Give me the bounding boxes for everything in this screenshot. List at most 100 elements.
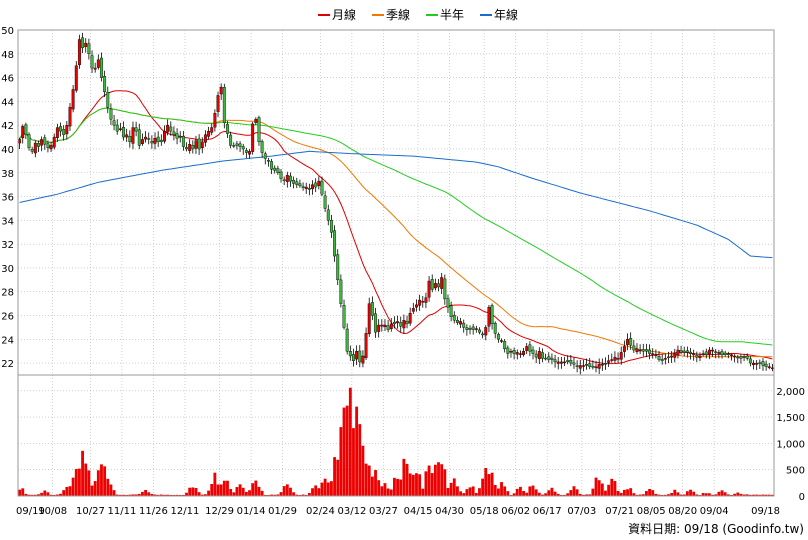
candle-body xyxy=(641,349,645,352)
volume-bar xyxy=(711,494,714,496)
candle-body xyxy=(178,136,182,138)
candle-body xyxy=(742,356,746,358)
candle-body xyxy=(200,141,204,148)
x-tick-label: 12/11 xyxy=(171,506,200,517)
x-tick-label: 08/05 xyxy=(637,506,666,517)
candle-body xyxy=(279,171,283,179)
candle-body xyxy=(411,308,415,312)
candle-body xyxy=(207,130,211,137)
candle-body xyxy=(21,126,25,139)
volume-bar xyxy=(452,478,456,496)
candle-body xyxy=(40,139,44,146)
volume-bar xyxy=(188,487,192,496)
candle-body xyxy=(367,303,371,334)
volume-bar xyxy=(235,487,239,496)
volume-bar xyxy=(421,488,425,496)
volume-bar xyxy=(304,494,308,496)
volume-bar xyxy=(755,494,759,496)
price-tick-label: 42 xyxy=(1,121,14,132)
volume-bar xyxy=(638,494,642,496)
candle-body xyxy=(613,356,617,361)
candle-body xyxy=(109,108,113,120)
candle-body xyxy=(153,138,157,144)
volume-bar xyxy=(260,490,264,496)
volume-bar xyxy=(103,466,107,496)
candle-body xyxy=(449,305,453,317)
candle-body xyxy=(386,325,390,330)
candle-body xyxy=(52,136,56,148)
volume-bar xyxy=(531,485,535,496)
volume-bar xyxy=(147,492,151,496)
volume-bar xyxy=(159,494,163,496)
volume-bar xyxy=(295,494,299,496)
candle-body xyxy=(115,124,119,132)
volume-bar xyxy=(137,493,141,496)
candle-body xyxy=(361,355,365,364)
candle-body xyxy=(172,131,176,135)
candle-body xyxy=(424,297,428,303)
volume-bar xyxy=(355,406,359,496)
volume-bar xyxy=(585,494,588,496)
candle-body xyxy=(462,322,466,328)
candle-body xyxy=(244,150,248,153)
candle-body xyxy=(128,136,132,143)
volume-bar xyxy=(645,491,648,496)
volume-bar xyxy=(276,494,280,496)
volume-bar xyxy=(418,474,422,496)
volume-bar xyxy=(326,482,330,496)
x-tick-label: 01/14 xyxy=(237,506,266,517)
volume-bar xyxy=(122,494,125,496)
candle-body xyxy=(216,95,220,112)
volume-bar xyxy=(537,492,541,496)
volume-bar xyxy=(493,484,497,496)
volume-bar xyxy=(21,488,25,496)
volume-bar xyxy=(569,490,573,496)
candle-body xyxy=(547,356,551,360)
volume-bar xyxy=(367,465,371,496)
volume-bar xyxy=(544,493,548,496)
volume-bar xyxy=(374,470,377,496)
candle-body xyxy=(506,347,510,354)
volume-bar xyxy=(733,493,737,496)
price-tick-label: 22 xyxy=(1,359,14,370)
candle-body xyxy=(761,361,765,366)
x-tick-label: 09/04 xyxy=(700,506,729,517)
candle-body xyxy=(276,168,280,173)
candle-body xyxy=(657,356,661,360)
candle-body xyxy=(443,278,447,300)
candle-body xyxy=(396,321,400,324)
candle-body xyxy=(364,333,368,358)
price-tick-label: 24 xyxy=(1,335,14,346)
candle-body xyxy=(418,299,422,306)
volume-bar xyxy=(62,490,66,496)
candle-body xyxy=(62,129,66,135)
candle-body xyxy=(100,57,103,78)
volume-bar xyxy=(84,463,88,496)
x-tick-label: 04/30 xyxy=(435,506,464,517)
volume-bar xyxy=(181,494,185,496)
candle-body xyxy=(222,87,226,123)
candle-body xyxy=(437,283,440,288)
candle-body xyxy=(408,312,412,324)
candle-body xyxy=(752,362,755,366)
volume-axis-ticks: 0 500 1,000 1,500 2,000 xyxy=(776,387,805,503)
candle-body xyxy=(667,356,670,359)
candle-body xyxy=(270,161,274,170)
candle-body xyxy=(496,334,500,340)
candle-body xyxy=(440,277,444,289)
candle-body xyxy=(493,322,497,334)
candle-body xyxy=(673,353,677,358)
candle-body xyxy=(490,305,494,325)
volume-bar xyxy=(424,471,428,496)
candle-body xyxy=(474,328,478,330)
candle-body xyxy=(553,359,557,363)
volume-bar xyxy=(52,494,56,496)
candle-body xyxy=(345,328,349,352)
price-tick-label: 32 xyxy=(1,240,14,251)
volume-bar xyxy=(251,483,255,496)
volume-bar xyxy=(320,482,324,496)
candle-body xyxy=(329,219,333,233)
candle-body xyxy=(632,345,636,351)
candle-body xyxy=(578,365,582,369)
